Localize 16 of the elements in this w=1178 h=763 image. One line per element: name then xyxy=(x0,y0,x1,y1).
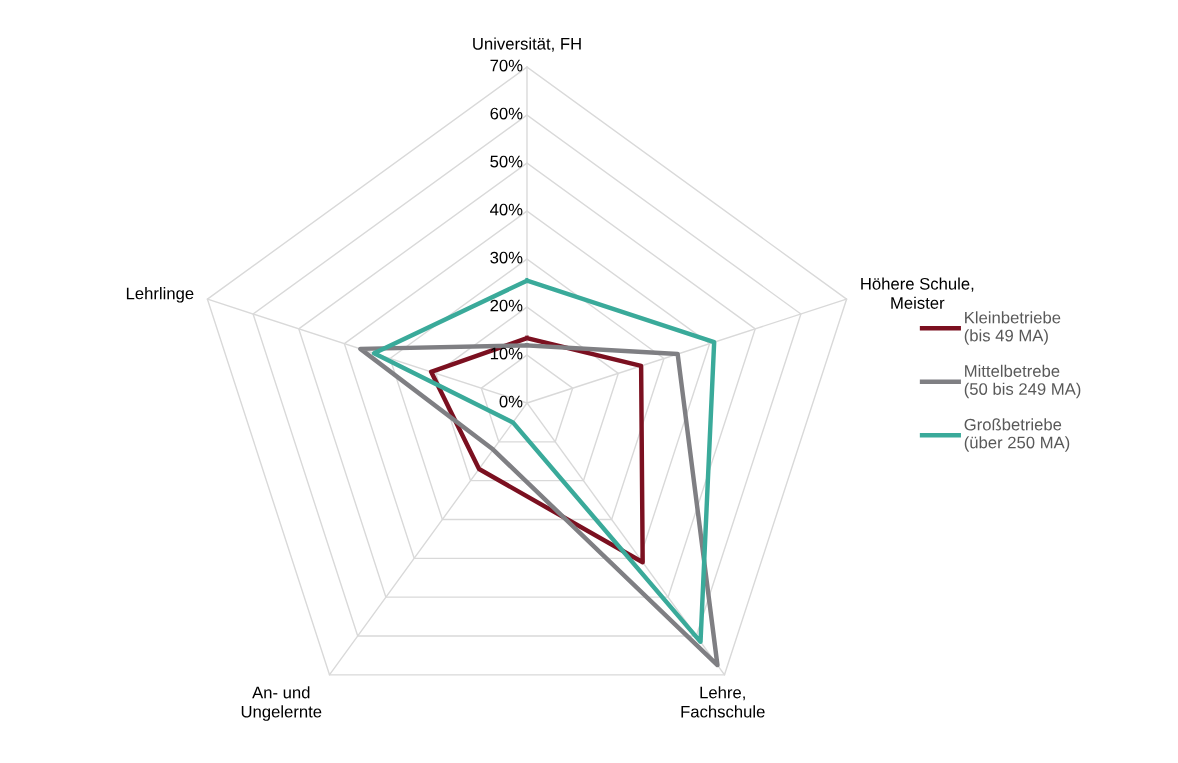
y-tick-label: 40% xyxy=(490,203,523,216)
spoke-label: Lehrlinge xyxy=(126,287,194,303)
spoke-label: An- und Ungelernte xyxy=(241,686,322,721)
legend-label: Großbetriebe (über 250 MA) xyxy=(964,418,1070,452)
y-tick-label: 30% xyxy=(490,251,523,264)
legend-label: Mittelbetrebe (50 bis 249 MA) xyxy=(964,364,1081,399)
y-tick-label: 70% xyxy=(490,59,523,72)
legend-label: Kleinbetriebe (bis 49 MA) xyxy=(964,311,1061,345)
y-tick-label: 60% xyxy=(490,107,523,120)
spoke-label: Lehre, Fachschule xyxy=(681,686,765,718)
y-tick-label: 10% xyxy=(490,347,523,360)
y-tick-label: 50% xyxy=(490,155,523,168)
spoke-label: Höhere Schule, Meister xyxy=(861,277,974,309)
y-tick-label: 20% xyxy=(490,299,523,312)
spoke-label: Universität, FH xyxy=(473,37,581,52)
y-tick-label: 0% xyxy=(499,395,523,408)
